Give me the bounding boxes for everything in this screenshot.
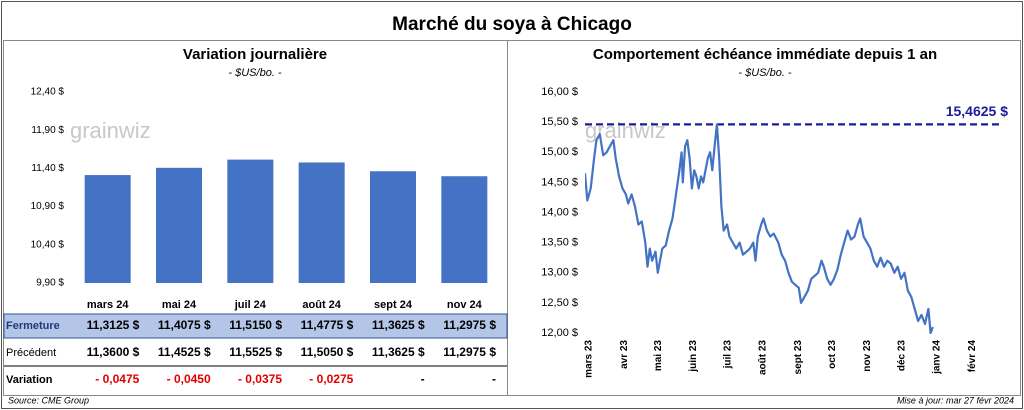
y-tick-label: 12,00 $ — [541, 327, 578, 339]
x-tick-label: mai 24 — [162, 299, 197, 311]
row-label: Variation — [6, 374, 53, 386]
x-tick-label: avr 23 — [619, 340, 630, 369]
y-tick-label: 14,50 $ — [541, 176, 578, 188]
chart-subtitle: - $US/bo. - — [738, 67, 792, 79]
y-tick-label: 14,00 $ — [541, 206, 578, 218]
y-tick-label: 12,50 $ — [541, 297, 578, 309]
x-tick-label: nov 24 — [447, 299, 483, 311]
table-cell: 11,4075 $ — [158, 318, 211, 332]
y-tick-label: 15,00 $ — [541, 146, 578, 158]
series — [585, 123, 934, 334]
y-tick-label: 16,00 $ — [541, 86, 578, 98]
bar — [84, 175, 131, 283]
x-tick-label: juil 23 — [722, 340, 733, 370]
x-tick-label: août 23 — [758, 340, 769, 375]
x-tick-label: déc 23 — [896, 340, 907, 372]
table-cell: - 0,0475 — [95, 372, 139, 386]
y-tick-label: 11,40 $ — [31, 163, 64, 174]
bar — [298, 162, 345, 283]
x-tick-label: févr 24 — [967, 340, 978, 373]
chart-subtitle: - $US/bo. - — [228, 67, 282, 79]
y-tick-label: 10,90 $ — [31, 201, 65, 212]
table-cell: 11,4525 $ — [158, 345, 211, 359]
table-cell: 11,5050 $ — [301, 345, 354, 359]
line — [585, 123, 934, 334]
y-tick-label: 12,40 $ — [31, 87, 65, 98]
x-tick-label: sept 23 — [793, 340, 804, 375]
table-cell: 11,5525 $ — [229, 345, 282, 359]
y-tick-label: 10,40 $ — [31, 239, 65, 250]
x-tick-label: mai 23 — [653, 340, 664, 372]
table-cell: 11,3125 $ — [87, 318, 140, 332]
right-panel — [507, 40, 1021, 396]
y-tick-label: 13,00 $ — [541, 267, 578, 279]
table-cell: - — [492, 372, 496, 386]
x-tick-label: mars 24 — [87, 299, 129, 311]
update-note: Mise à jour: mar 27 févr 2024 — [897, 395, 1014, 405]
x-tick-label: nov 23 — [862, 340, 873, 372]
watermark: grainwiz — [70, 118, 151, 143]
table-cell: 11,5150 $ — [229, 318, 282, 332]
bar — [156, 167, 202, 283]
x-tick-label: sept 24 — [374, 299, 413, 311]
table-cell: - 0,0450 — [167, 372, 211, 386]
x-tick-label: oct 23 — [827, 340, 838, 369]
reference-label: 15,4625 $ — [946, 103, 1008, 119]
y-tick-label: 11,90 $ — [31, 125, 64, 136]
page-title: Marché du soya à Chicago — [392, 14, 632, 35]
row-label: Fermeture — [6, 320, 60, 332]
x-tick-label: août 24 — [302, 299, 341, 311]
y-tick-label: 9,90 $ — [36, 278, 64, 289]
x-tick-label: juil 24 — [234, 299, 267, 311]
table-cell: 11,2975 $ — [443, 345, 496, 359]
table-cell: 11,3625 $ — [372, 345, 425, 359]
y-tick-label: 15,50 $ — [541, 116, 578, 128]
x-tick-label: juin 23 — [688, 340, 699, 373]
y-tick-label: 13,50 $ — [541, 237, 578, 249]
table-cell: - — [421, 372, 425, 386]
table-cell: 11,3625 $ — [372, 318, 425, 332]
table-cell: 11,3600 $ — [87, 345, 140, 359]
x-tick-label: mars 23 — [584, 340, 595, 378]
source-note: Source: CME Group — [8, 395, 89, 405]
table-cell: - 0,0275 — [309, 372, 353, 386]
bar — [227, 159, 274, 283]
table-cell: 11,2975 $ — [443, 318, 496, 332]
chart-title: Comportement échéance immédiate depuis 1… — [593, 46, 937, 63]
x-tick-label: janv 24 — [932, 340, 943, 375]
table-cell: 11,4775 $ — [301, 318, 354, 332]
chart-title: Variation journalière — [183, 46, 327, 63]
bar — [370, 171, 416, 283]
bar — [441, 176, 488, 283]
table-cell: - 0,0375 — [238, 372, 282, 386]
row-label: Précédent — [6, 347, 56, 359]
table-highlight — [3, 313, 508, 339]
